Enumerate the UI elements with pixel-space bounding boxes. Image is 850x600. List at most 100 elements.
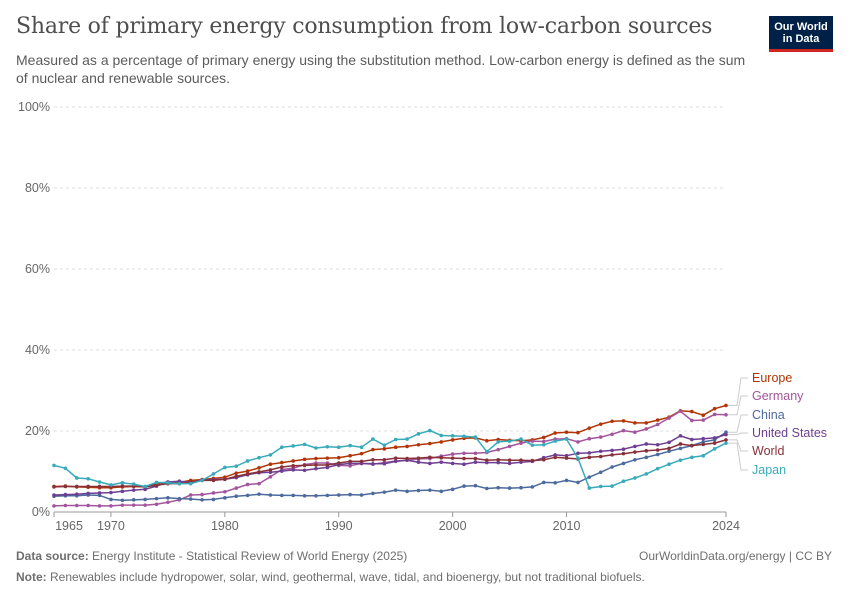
- source-label: Data source:: [16, 549, 89, 563]
- data-point-world: [257, 470, 261, 474]
- data-point-china: [245, 493, 250, 498]
- data-point-japan: [530, 443, 535, 447]
- data-point-japan: [245, 459, 250, 463]
- data-point-world: [701, 442, 706, 447]
- data-point-japan: [120, 481, 125, 485]
- data-point-germany: [245, 482, 250, 487]
- data-point-europe: [291, 459, 295, 463]
- x-tick-label: 2010: [553, 519, 581, 533]
- data-point-united-states: [120, 489, 125, 494]
- data-point-china: [644, 455, 649, 460]
- data-point-europe: [416, 442, 421, 447]
- data-point-germany: [576, 440, 580, 444]
- data-point-germany: [473, 451, 478, 456]
- data-source: Data source: Energy Institute - Statisti…: [16, 549, 407, 563]
- data-point-united-states: [496, 460, 501, 465]
- data-point-europe: [245, 469, 250, 473]
- data-point-china: [393, 488, 398, 492]
- data-point-japan: [405, 437, 409, 441]
- data-point-united-states: [131, 488, 136, 492]
- data-point-japan: [485, 449, 489, 454]
- data-point-world: [485, 458, 489, 462]
- legend-connector-japan: [728, 442, 748, 471]
- data-point-germany: [655, 422, 660, 427]
- data-point-japan: [416, 432, 421, 436]
- data-point-europe: [633, 421, 637, 425]
- data-point-japan: [257, 455, 261, 460]
- data-point-germany: [143, 503, 147, 507]
- data-point-china: [177, 496, 182, 501]
- logo-line-2: in Data: [782, 33, 820, 45]
- data-point-china: [485, 486, 489, 491]
- data-point-europe: [279, 460, 284, 465]
- data-point-china: [587, 475, 592, 479]
- data-point-united-states: [439, 460, 444, 464]
- data-point-united-states: [314, 466, 318, 471]
- data-point-europe: [405, 444, 409, 449]
- data-point-germany: [621, 428, 626, 433]
- data-point-world: [598, 454, 603, 459]
- data-point-germany: [200, 492, 204, 497]
- data-point-europe: [257, 466, 261, 470]
- data-point-china: [257, 492, 261, 496]
- data-point-japan: [74, 476, 79, 480]
- data-point-germany: [598, 435, 603, 439]
- data-point-japan: [223, 465, 227, 470]
- data-point-united-states: [462, 462, 466, 467]
- owid-logo[interactable]: Our World in Data: [769, 16, 833, 52]
- data-point-world: [507, 458, 512, 462]
- data-point-world: [325, 463, 330, 467]
- chart-note: Note: Renewables include hydropower, sol…: [16, 570, 645, 584]
- data-point-united-states: [302, 468, 307, 473]
- y-tick-label: 40%: [25, 343, 50, 357]
- data-point-europe: [553, 431, 557, 435]
- data-point-china: [678, 446, 683, 451]
- data-point-united-states: [610, 448, 614, 453]
- data-point-china: [564, 478, 569, 483]
- data-point-japan: [336, 445, 341, 450]
- data-point-world: [450, 456, 455, 460]
- data-point-world: [279, 465, 284, 469]
- source-text[interactable]: Energy Institute - Statistical Review of…: [92, 549, 408, 563]
- data-point-japan: [610, 484, 614, 488]
- data-point-europe: [359, 451, 364, 456]
- data-point-germany: [530, 439, 535, 443]
- series-line-world: [53, 439, 727, 488]
- data-point-europe: [382, 447, 387, 451]
- data-point-europe: [336, 455, 341, 460]
- data-point-world: [473, 456, 478, 461]
- data-point-japan: [655, 466, 660, 471]
- data-point-europe: [724, 403, 728, 408]
- data-point-china: [416, 488, 421, 493]
- data-point-germany: [724, 413, 728, 417]
- data-point-europe: [268, 462, 273, 467]
- data-point-united-states: [655, 442, 660, 447]
- data-point-world: [348, 459, 352, 464]
- data-point-world: [371, 457, 375, 462]
- data-point-china: [541, 480, 546, 485]
- chart-title: Share of primary energy consumption from…: [16, 14, 713, 39]
- data-point-world: [587, 455, 592, 460]
- data-point-china: [302, 494, 307, 498]
- data-point-germany: [154, 502, 159, 507]
- data-point-europe: [314, 456, 318, 461]
- data-point-united-states: [382, 462, 387, 466]
- data-point-world: [428, 455, 432, 460]
- data-point-china: [530, 485, 535, 489]
- data-point-japan: [359, 445, 364, 450]
- data-point-united-states: [97, 491, 102, 495]
- data-point-japan: [393, 437, 398, 442]
- note-text: Renewables include hydropower, solar, wi…: [50, 570, 645, 584]
- data-point-world: [86, 484, 90, 489]
- credit-link[interactable]: OurWorldinData.org/energy | CC BY: [639, 549, 832, 563]
- data-point-japan: [701, 453, 706, 458]
- data-point-japan: [621, 479, 626, 484]
- data-point-japan: [97, 480, 102, 484]
- data-point-china: [314, 494, 318, 498]
- data-point-japan: [279, 445, 284, 450]
- data-point-germany: [52, 504, 56, 508]
- data-point-world: [63, 484, 68, 489]
- data-point-europe: [621, 419, 626, 423]
- data-point-china: [348, 492, 352, 497]
- data-point-china: [382, 490, 387, 494]
